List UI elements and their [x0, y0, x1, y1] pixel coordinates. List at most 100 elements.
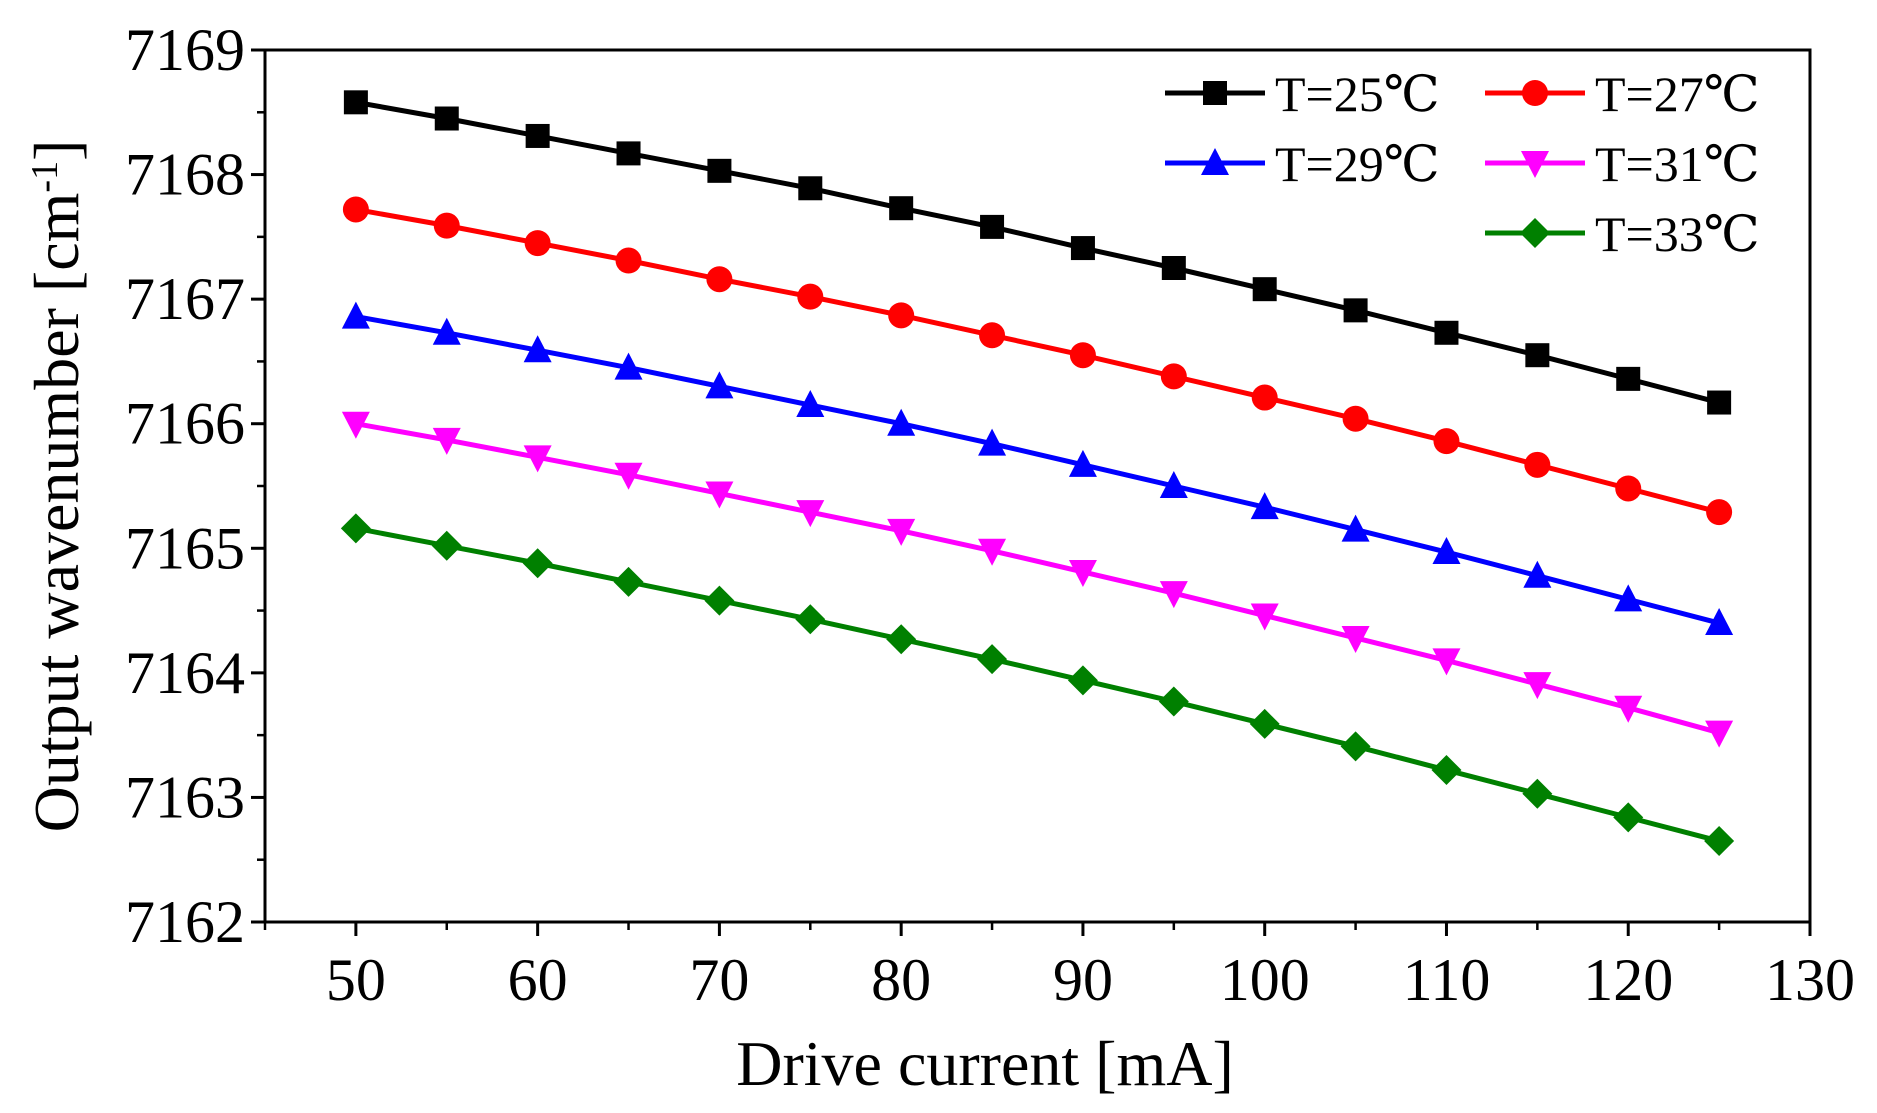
data-point: [977, 644, 1008, 675]
data-point: [797, 283, 824, 310]
series-line: [355, 206, 1720, 515]
legend-marker: [1201, 148, 1229, 175]
series-1: [343, 90, 1732, 415]
data-point: [432, 427, 461, 455]
data-point: [1432, 537, 1461, 565]
data-point: [887, 518, 916, 546]
data-point: [616, 141, 641, 166]
data-point: [1615, 475, 1642, 502]
x-tick-label-70: 70: [689, 947, 749, 1013]
data-point: [1432, 648, 1461, 676]
data-point: [887, 408, 916, 436]
x-tick-label-80: 80: [871, 947, 931, 1013]
legend-label: T=33℃: [1595, 206, 1760, 262]
data-point: [432, 317, 461, 345]
legend-item-1: T=25℃: [1165, 66, 1440, 122]
data-point: [796, 390, 825, 418]
data-point: [886, 624, 917, 655]
data-point: [1158, 686, 1189, 717]
data-point: [1705, 608, 1734, 636]
x-tick-label-50: 50: [326, 947, 386, 1013]
data-point: [980, 214, 1005, 239]
data-point: [978, 428, 1007, 456]
x-tick-label-100: 100: [1220, 947, 1310, 1013]
data-series: [340, 90, 1735, 857]
legend-item-4: T=31℃: [1485, 136, 1760, 192]
data-point: [978, 538, 1007, 566]
series-3: [341, 301, 1734, 636]
legend-marker: [1521, 151, 1549, 178]
data-point: [1250, 603, 1279, 631]
data-point: [614, 352, 643, 380]
data-point: [431, 530, 462, 561]
data-point: [1159, 471, 1188, 498]
data-point: [796, 500, 825, 528]
legend-label: T=31℃: [1595, 136, 1760, 192]
legend-item-5: T=33℃: [1485, 206, 1760, 262]
data-point: [1068, 449, 1097, 477]
series-line: [355, 421, 1720, 736]
data-point: [613, 566, 644, 597]
legend-marker: [1203, 81, 1227, 105]
legend-marker: [1522, 80, 1548, 106]
data-point: [1524, 451, 1551, 478]
x-tick-label-90: 90: [1053, 947, 1113, 1013]
x-tick-label-110: 110: [1403, 947, 1491, 1013]
data-point: [1613, 802, 1644, 833]
data-point: [1706, 499, 1733, 526]
y-tick-label-7167: 7167: [125, 266, 245, 332]
x-tick-labels: 50 60 70 80 90 100 110 120 130: [326, 947, 1855, 1013]
data-point: [434, 106, 459, 131]
data-point: [707, 158, 732, 183]
data-point: [889, 196, 914, 221]
data-point: [1341, 625, 1370, 653]
x-tick-label-130: 130: [1765, 947, 1855, 1013]
plot-frame: [263, 48, 1812, 924]
x-tick-label-120: 120: [1583, 947, 1673, 1013]
data-point: [1614, 695, 1643, 723]
legend-item-2: T=27℃: [1485, 66, 1760, 122]
data-point: [524, 230, 551, 257]
data-point: [705, 481, 734, 509]
data-point: [1249, 708, 1280, 739]
y-tick-label-7169: 7169: [125, 17, 245, 83]
data-point: [1705, 720, 1734, 748]
data-point: [705, 371, 734, 399]
y-tick-labels: 7162 7163 7164 7165 7166 7167 7168 7169: [125, 17, 245, 955]
data-point: [433, 212, 460, 239]
y-tick-label-7165: 7165: [125, 515, 245, 581]
legend-label: T=27℃: [1595, 66, 1760, 122]
data-point: [888, 302, 915, 329]
data-point: [523, 335, 552, 363]
data-point: [1525, 343, 1550, 368]
legend: T=25℃ T=27℃ T=29℃ T=31℃ T=33℃: [1165, 66, 1760, 262]
data-point: [1159, 581, 1188, 609]
data-point: [522, 548, 553, 579]
data-point: [795, 604, 826, 635]
series-line: [355, 314, 1720, 626]
data-point: [706, 266, 733, 293]
data-point: [979, 322, 1006, 349]
data-point: [340, 513, 371, 544]
y-tick-label-7162: 7162: [125, 889, 245, 955]
data-point: [342, 196, 369, 223]
series-line: [355, 525, 1720, 844]
data-point: [1341, 514, 1370, 542]
data-point: [1070, 236, 1095, 261]
data-point: [1342, 405, 1369, 432]
series-line: [355, 99, 1720, 405]
data-point: [704, 585, 735, 616]
data-point: [1343, 298, 1368, 323]
data-point: [1068, 559, 1097, 587]
legend-marker: [1520, 218, 1550, 248]
x-axis-title: Drive current [mA]: [736, 1028, 1234, 1099]
legend-label: T=25℃: [1275, 66, 1440, 122]
data-point: [1250, 492, 1279, 520]
y-axis-title-close: ]: [21, 140, 92, 161]
data-point: [1522, 778, 1553, 809]
data-point: [341, 411, 370, 439]
data-point: [1251, 384, 1278, 411]
legend-item-3: T=29℃: [1165, 136, 1440, 192]
